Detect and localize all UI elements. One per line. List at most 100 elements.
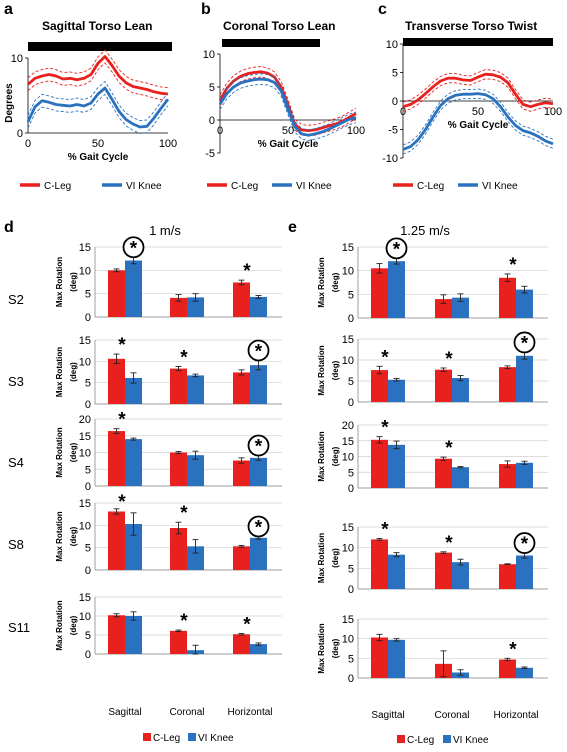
- bar: [499, 464, 516, 488]
- bar: [250, 365, 267, 404]
- x-tick-label: 50: [282, 125, 294, 137]
- y-tick-label: 5: [348, 376, 354, 388]
- y-axis-label: Max Rotation: [55, 257, 64, 307]
- y-tick-label: 5: [85, 464, 91, 476]
- significance-circle: [513, 331, 536, 354]
- legend-a: C-Leg VI Knee: [20, 181, 162, 192]
- panel-letter-e: e: [288, 219, 297, 236]
- y-tick-label: 15: [342, 436, 354, 448]
- bar-panel-e-s11: 0 5 10 15 Max Rotation (deg) *: [317, 614, 548, 685]
- bar: [371, 637, 388, 678]
- y-tick-label: 10: [79, 611, 91, 623]
- bar: [388, 261, 405, 318]
- bar: [435, 458, 452, 488]
- bar: [108, 511, 125, 570]
- y-tick-label: 15: [79, 592, 91, 604]
- y-tick-label: 0: [85, 481, 91, 493]
- bar-panel-e-s8: 0 5 10 15 Max Rotation (deg) * * *: [317, 520, 548, 596]
- legend-label-c-leg: C-Leg: [153, 733, 180, 744]
- subject-label-s3: S3: [8, 374, 24, 389]
- bar: [516, 355, 533, 402]
- y-tick-label: 15: [79, 498, 91, 510]
- y-tick-label: 0: [348, 483, 354, 495]
- legend-label-vi-knee: VI Knee: [453, 735, 489, 746]
- circled-asterisk: *: [130, 238, 138, 259]
- circled-asterisk: *: [255, 437, 263, 458]
- series-band-lower: [27, 62, 169, 101]
- y-axis-label: (deg): [331, 272, 340, 292]
- x-tick-label: 100: [347, 125, 365, 137]
- series-line: [402, 72, 554, 109]
- panel-letter-a: a: [4, 1, 13, 18]
- bar: [435, 299, 452, 318]
- y-tick-label: 0: [85, 649, 91, 661]
- bar: [371, 370, 388, 402]
- panel-letter-d: d: [4, 219, 14, 236]
- legend-label-c-leg: C-Leg: [44, 181, 71, 192]
- category-label-sagittal: Sagittal: [108, 707, 141, 718]
- y-axis-label: Max Rotation: [55, 600, 64, 650]
- y-tick-label: 0: [209, 115, 215, 127]
- series-band-upper: [402, 88, 554, 146]
- category-label-horizontal: Horizontal: [227, 707, 272, 718]
- legend-label-c-leg: C-Leg: [231, 181, 258, 192]
- y-tick-label: 0: [17, 128, 23, 140]
- bar: [499, 367, 516, 402]
- y-tick-label: 0: [348, 397, 354, 409]
- bar: [187, 375, 204, 404]
- y-axis-label: (deg): [331, 548, 340, 568]
- legend-label-vi-knee: VI Knee: [126, 181, 162, 192]
- significance-asterisk: *: [243, 261, 251, 282]
- y-axis-label: (deg): [69, 615, 78, 635]
- x-tick-label: 0: [217, 125, 223, 137]
- y-tick-label: 0: [348, 313, 354, 325]
- bar: [452, 562, 469, 589]
- bar: [170, 630, 187, 654]
- category-label-sagittal: Sagittal: [371, 710, 404, 721]
- bar: [125, 377, 142, 404]
- subject-label-s11: S11: [8, 620, 30, 635]
- bar: [435, 369, 452, 402]
- legend-b: C-Leg VI Knee: [207, 181, 332, 192]
- series-band-lower: [27, 93, 169, 134]
- bar: [250, 296, 267, 317]
- x-axis-label: % Gait Cycle: [68, 152, 129, 163]
- y-tick-label: 10: [342, 452, 354, 464]
- y-tick-label: 10: [79, 448, 91, 460]
- bar: [371, 268, 388, 318]
- y-axis-label: (deg): [331, 446, 340, 466]
- y-tick-label: 15: [342, 334, 354, 346]
- y-tick-label: 5: [85, 378, 91, 390]
- y-tick-label: 5: [348, 563, 354, 575]
- category-label-coronal: Coronal: [434, 710, 469, 721]
- significance-circle: [247, 339, 270, 362]
- significance-asterisk: *: [118, 492, 126, 513]
- y-axis-label: Max Rotation: [317, 623, 326, 673]
- legend-swatch-vi-knee: [443, 735, 451, 743]
- bar: [388, 639, 405, 678]
- y-axis-label: Max Rotation: [55, 427, 64, 477]
- speed-label-e: 1.25 m/s: [400, 223, 450, 238]
- bar: [125, 523, 142, 570]
- x-tick-label: 100: [544, 106, 562, 118]
- bar: [388, 444, 405, 488]
- significance-asterisk: *: [381, 418, 389, 439]
- y-tick-label: 5: [85, 543, 91, 555]
- bar: [187, 455, 204, 486]
- bar: [516, 462, 533, 488]
- stance-bar-a: [28, 42, 172, 51]
- y-tick-label: 5: [392, 68, 398, 80]
- bar: [125, 439, 142, 486]
- y-axis-label: Max Rotation: [55, 347, 64, 397]
- x-tick-label: 100: [159, 138, 177, 150]
- bar: [435, 552, 452, 589]
- bar: [371, 539, 388, 589]
- panel-title-c: Transverse Torso Twist: [405, 19, 537, 33]
- bar: [233, 460, 250, 486]
- y-axis-label: Max Rotation: [317, 431, 326, 481]
- y-tick-label: -5: [205, 148, 215, 160]
- y-tick-label: 0: [348, 673, 354, 685]
